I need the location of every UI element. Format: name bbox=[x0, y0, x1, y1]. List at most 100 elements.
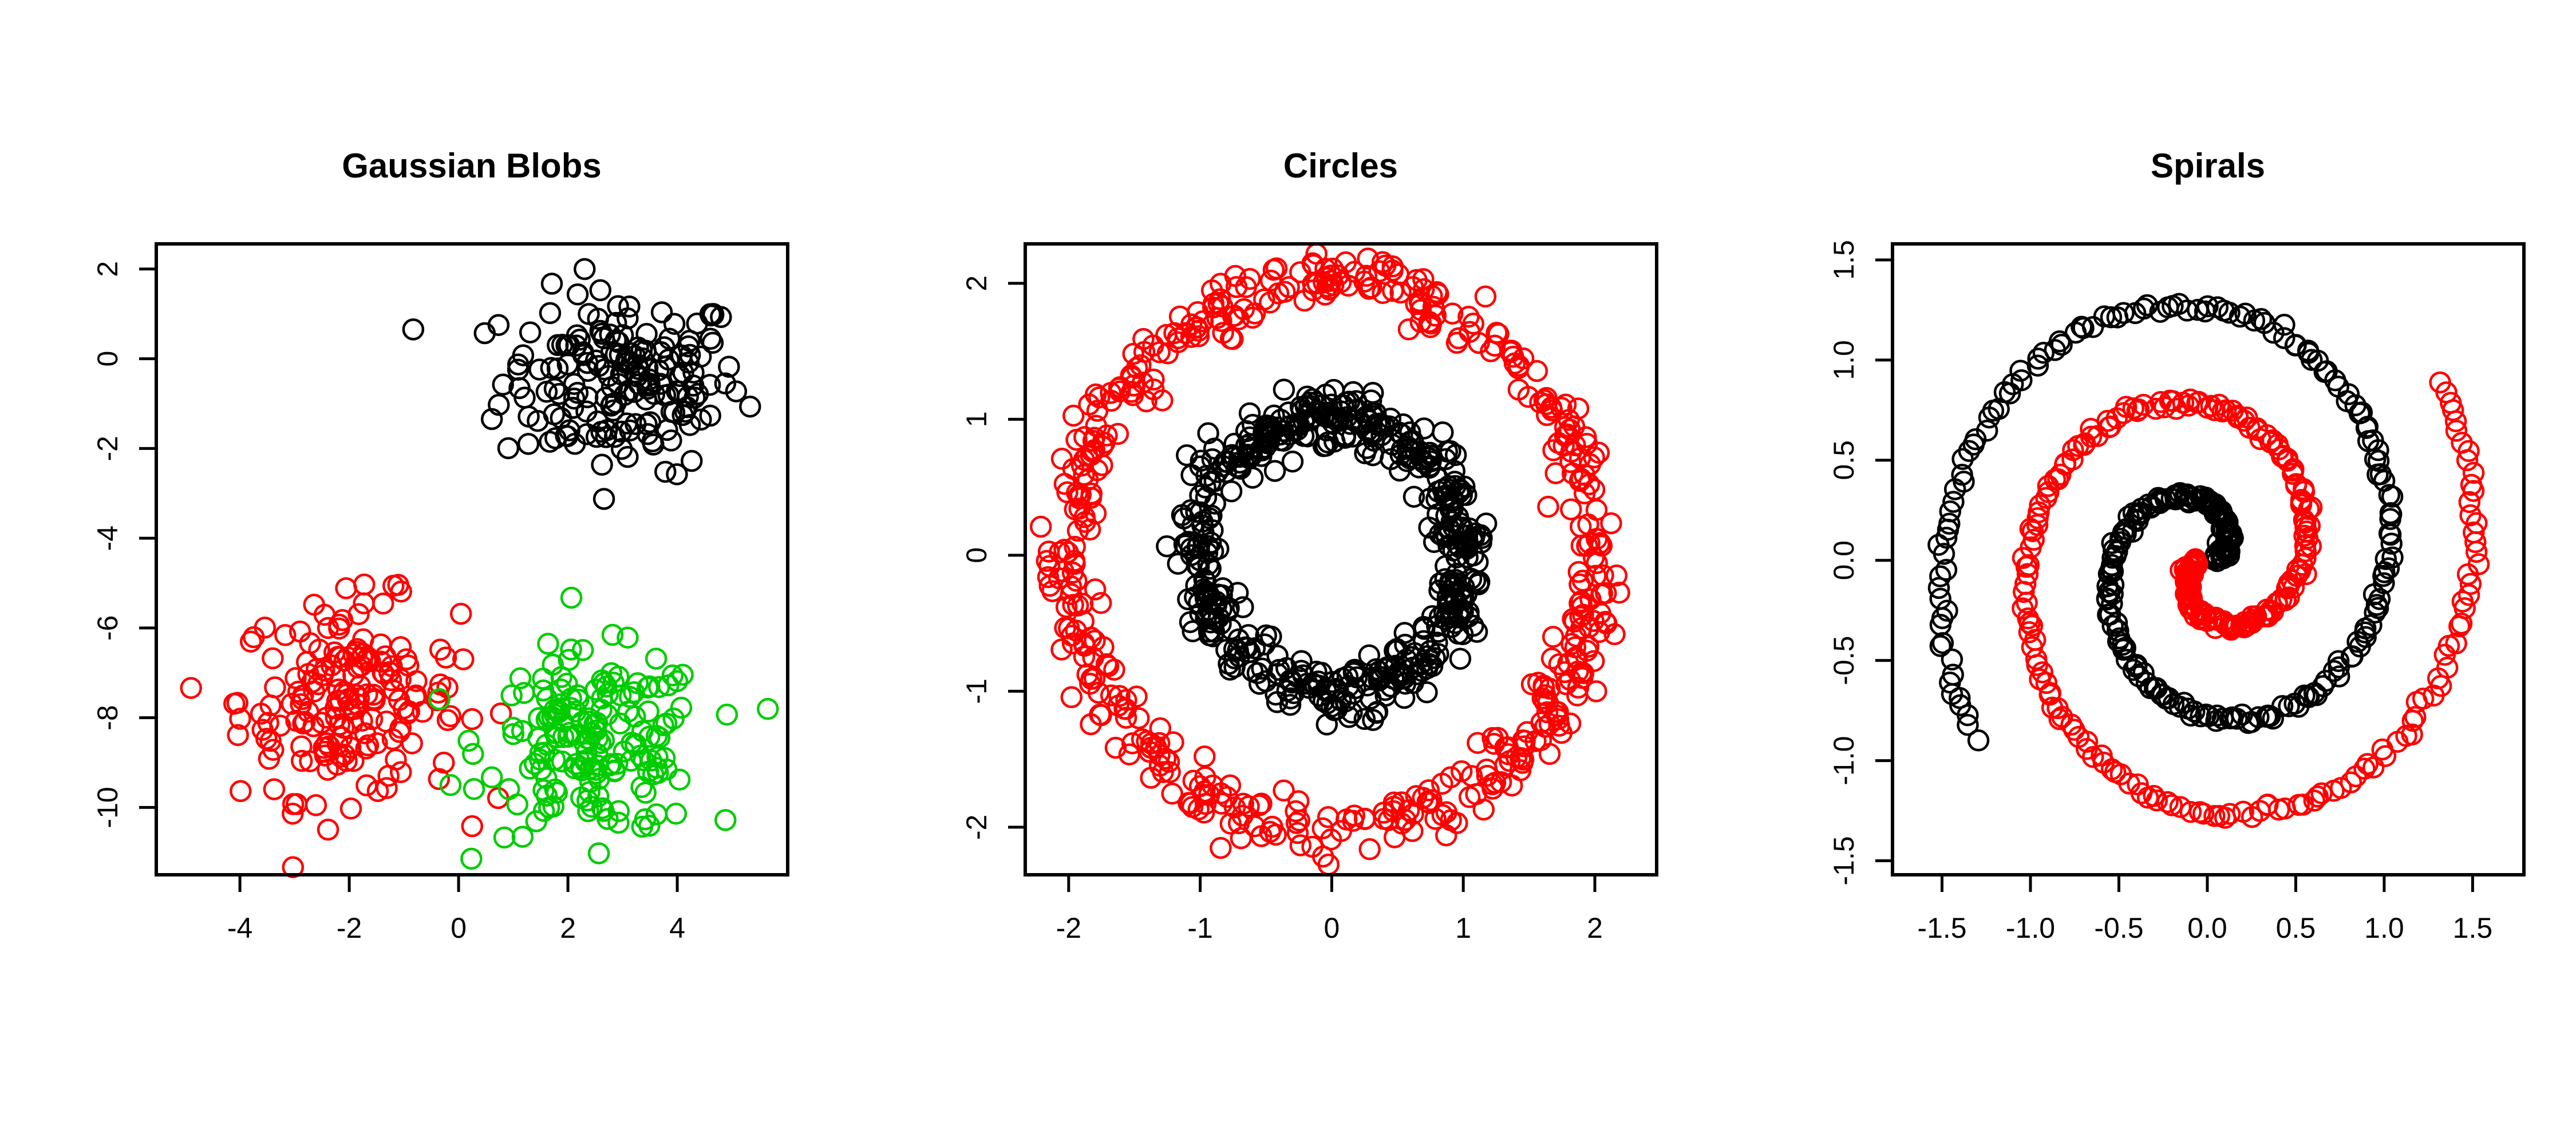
data-point bbox=[607, 800, 630, 823]
y-tick-label: -1.0 bbox=[1828, 736, 1860, 785]
data-point bbox=[1370, 424, 1393, 447]
data-point bbox=[1223, 432, 1246, 455]
data-point bbox=[493, 826, 516, 849]
data-point bbox=[1138, 740, 1161, 763]
data-point bbox=[562, 396, 584, 419]
data-point bbox=[617, 307, 639, 330]
data-point bbox=[1173, 533, 1196, 556]
data-point bbox=[2050, 333, 2073, 356]
data-point bbox=[1084, 383, 1107, 406]
x-tick-label: 1 bbox=[1455, 912, 1471, 944]
data-point bbox=[355, 737, 377, 760]
data-point bbox=[262, 647, 284, 670]
data-point bbox=[1942, 491, 1965, 513]
data-point bbox=[2450, 612, 2473, 635]
data-point bbox=[2208, 393, 2230, 416]
data-point bbox=[1550, 721, 1573, 744]
data-point bbox=[574, 258, 596, 281]
data-point bbox=[2179, 800, 2202, 823]
data-point bbox=[739, 395, 761, 418]
data-point bbox=[2459, 572, 2482, 595]
data-point bbox=[290, 735, 313, 758]
data-point bbox=[1334, 424, 1357, 447]
data-point bbox=[605, 329, 627, 352]
data-point bbox=[1588, 532, 1610, 555]
data-point bbox=[380, 669, 402, 692]
data-point bbox=[1357, 247, 1379, 270]
data-point bbox=[1289, 261, 1311, 283]
data-point bbox=[1941, 648, 1963, 671]
data-point bbox=[1259, 269, 1282, 292]
data-point bbox=[2429, 371, 2451, 394]
data-point bbox=[436, 676, 459, 699]
data-point bbox=[2101, 614, 2124, 637]
y-tick-label: -4 bbox=[92, 526, 124, 551]
data-point bbox=[2149, 301, 2171, 323]
data-point bbox=[699, 327, 722, 350]
data-point bbox=[405, 684, 428, 706]
data-point bbox=[1460, 765, 1483, 787]
data-point bbox=[1933, 543, 1955, 565]
data-point bbox=[1323, 431, 1346, 453]
data-point bbox=[385, 748, 407, 771]
y-tick-label: 0 bbox=[961, 547, 993, 563]
data-point bbox=[1384, 639, 1406, 662]
data-point bbox=[1421, 655, 1444, 677]
data-point bbox=[2353, 757, 2376, 780]
data-point bbox=[2439, 392, 2462, 414]
data-point bbox=[1113, 697, 1136, 720]
data-point bbox=[635, 323, 658, 345]
data-point bbox=[1128, 707, 1150, 729]
data-point bbox=[1180, 544, 1203, 567]
data-point bbox=[1483, 334, 1506, 357]
data-point bbox=[263, 778, 286, 800]
data-point bbox=[1080, 482, 1103, 505]
data-point bbox=[1068, 484, 1090, 507]
data-point bbox=[2076, 731, 2099, 753]
data-point bbox=[1449, 579, 1472, 602]
data-point bbox=[2371, 738, 2394, 761]
data-point bbox=[2373, 572, 2395, 595]
data-point bbox=[1408, 290, 1431, 313]
data-point bbox=[2313, 361, 2336, 383]
data-point bbox=[1286, 822, 1309, 844]
data-point bbox=[335, 577, 357, 599]
data-point bbox=[1206, 307, 1228, 329]
data-point bbox=[550, 666, 572, 688]
chart-title: Circles bbox=[1283, 147, 1398, 185]
data-point bbox=[1560, 498, 1582, 520]
data-point bbox=[2125, 654, 2148, 676]
data-point bbox=[1201, 448, 1224, 471]
data-point bbox=[1449, 647, 1472, 670]
data-point bbox=[686, 383, 709, 405]
data-point bbox=[180, 677, 202, 699]
data-point bbox=[1382, 279, 1404, 302]
data-point bbox=[2044, 339, 2067, 361]
data-point bbox=[1467, 732, 1489, 754]
data-point bbox=[540, 357, 563, 380]
data-point bbox=[333, 743, 356, 766]
data-point bbox=[2222, 400, 2244, 422]
data-point bbox=[1537, 495, 1559, 518]
data-point bbox=[1345, 390, 1368, 412]
data-point bbox=[648, 727, 671, 749]
data-point bbox=[537, 633, 559, 655]
data-point bbox=[1389, 443, 1412, 466]
data-point bbox=[353, 592, 375, 615]
x-tick-label: -4 bbox=[227, 912, 252, 944]
data-point bbox=[1355, 264, 1378, 287]
data-point bbox=[2218, 803, 2241, 825]
data-point bbox=[1441, 302, 1464, 325]
data-point bbox=[1084, 578, 1107, 601]
data-point bbox=[1487, 323, 1510, 345]
data-point bbox=[2362, 756, 2385, 779]
data-point bbox=[1416, 791, 1439, 813]
data-point bbox=[2146, 789, 2168, 812]
data-point bbox=[527, 409, 549, 432]
data-point bbox=[610, 363, 633, 386]
data-point bbox=[1263, 460, 1286, 482]
data-point bbox=[2303, 789, 2326, 812]
data-point bbox=[592, 729, 615, 752]
data-point bbox=[1343, 804, 1366, 827]
data-point bbox=[1527, 672, 1550, 694]
